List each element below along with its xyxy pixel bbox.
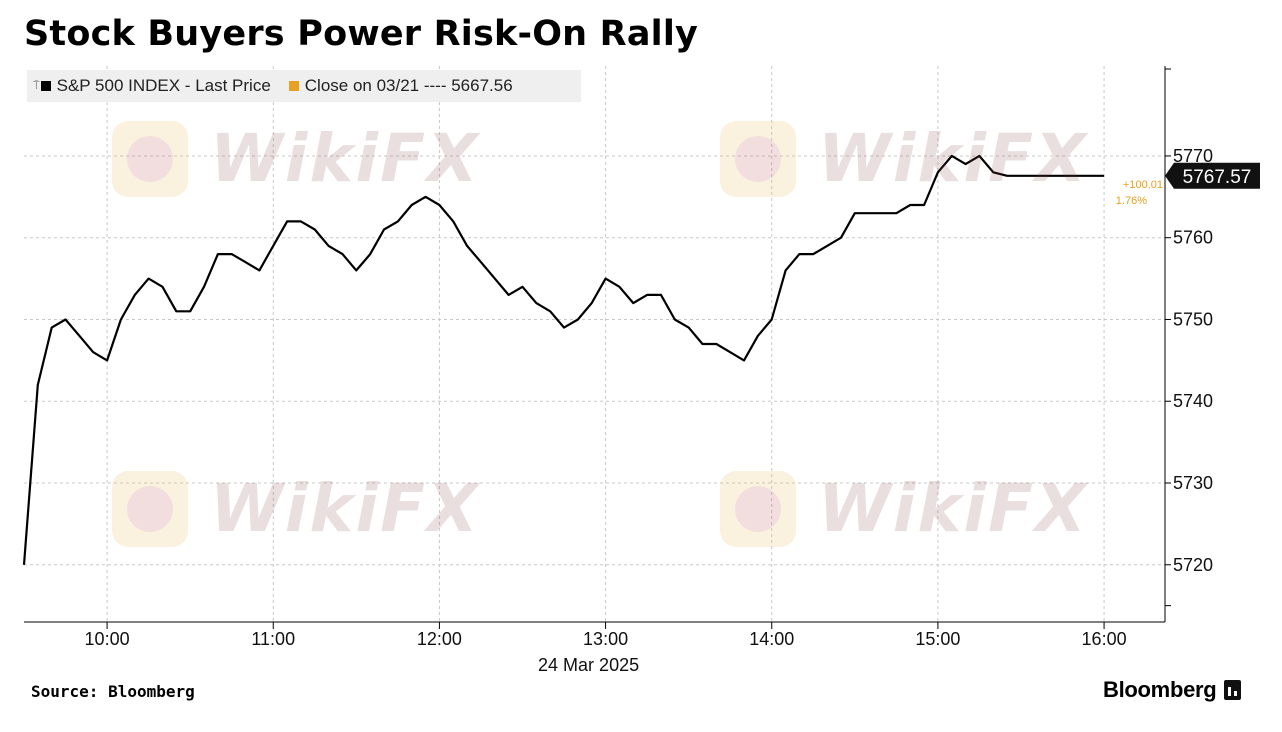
source-note: Source: Bloomberg <box>31 682 195 701</box>
change-pct-label: 1.76% <box>1116 195 1147 207</box>
y-tick-label: 5740 <box>1173 391 1213 411</box>
x-tick-label: 13:00 <box>583 629 628 649</box>
axis-labels: 5720 5730 5740 5750 5760 5770 10:00 11:00 12:00 1… <box>85 146 1213 675</box>
x-axis-label: 24 Mar 2025 <box>538 655 639 675</box>
close-swatch <box>288 81 299 91</box>
x-tick-label: 12:00 <box>417 629 462 649</box>
series-layer <box>22 154 1105 565</box>
series-swatch <box>40 81 51 91</box>
brand-logo: Bloomberg <box>1103 677 1242 703</box>
grid <box>24 66 1165 622</box>
end-labels: 5767.57 +100.01 1.76% <box>1116 162 1260 207</box>
legend: ⍑ S&P 500 INDEX - Last Price Close on 03… <box>27 70 581 102</box>
legend-item-close: Close on 03/21 ---- 5667.56 <box>288 76 513 96</box>
bloomberg-terminal-icon <box>1224 680 1242 700</box>
legend-series-label: S&P 500 INDEX - Last Price <box>56 76 271 95</box>
x-tick-label: 11:00 <box>251 629 295 649</box>
x-tick-label: 15:00 <box>915 629 960 649</box>
chart-title: Stock Buyers Power Risk-On Rally <box>24 14 699 54</box>
y-tick-label: 5720 <box>1173 555 1213 575</box>
y-tick-label: 5730 <box>1173 473 1213 493</box>
y-tick-label: 5770 <box>1173 146 1213 166</box>
y-tick-label: 5760 <box>1173 228 1213 248</box>
legend-close-label: Close on 03/21 ---- 5667.56 <box>304 76 513 95</box>
last-price-tag: 5767.57 <box>1165 162 1260 189</box>
last-price-label: 5767.57 <box>1183 167 1252 188</box>
axes <box>24 66 1171 629</box>
pin-icon: ⍑ <box>33 79 40 92</box>
brand-name: Bloomberg <box>1103 677 1217 702</box>
x-tick-label: 10:00 <box>85 629 130 649</box>
last-price-box <box>1165 162 1260 189</box>
x-tick-label: 14:00 <box>749 629 794 649</box>
x-tick-label: 16:00 <box>1082 629 1127 649</box>
change-abs-label: +100.01 <box>1123 179 1163 191</box>
series-line-sp500 <box>22 154 1105 565</box>
legend-item-series: S&P 500 INDEX - Last Price <box>40 76 271 96</box>
y-tick-label: 5750 <box>1173 309 1213 329</box>
